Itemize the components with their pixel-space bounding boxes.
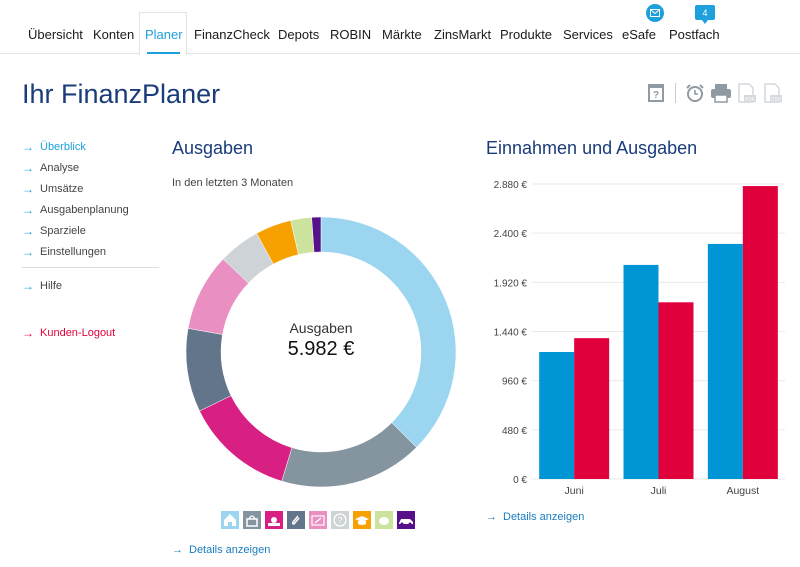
sidebar-item-label: Umsätze <box>40 182 84 195</box>
einnahmen-details-link[interactable]: → Details anzeigen <box>486 511 584 523</box>
sidebar: → Überblick → Analyse → Umsätze → Ausgabenpl… <box>22 136 159 343</box>
arrow-right-icon: → <box>486 511 497 523</box>
bar-ausgaben-august[interactable] <box>742 186 778 479</box>
einnahmen-ausgaben-bar-chart: 0 € 480 € 960 € 1.440 € 1.920 € 2.400 € 2.880 … <box>494 180 785 497</box>
sidebar-item-label: Analyse <box>40 161 80 174</box>
svg-text:PDF: PDF <box>745 97 755 103</box>
bar-einnahmen-august[interactable] <box>707 243 743 479</box>
nav-zinsmarkt[interactable]: ZinsMarkt <box>434 27 492 42</box>
sidebar-item-label: Hilfe <box>40 279 63 292</box>
page-title: Ihr FinanzPlaner <box>22 79 221 109</box>
sidebar-item-einstellungen[interactable]: → Einstellungen <box>22 241 159 262</box>
x-tick-label: Juli <box>651 485 667 497</box>
top-navigation: Übersicht Konten Planer FinanzCheck Depo… <box>0 0 800 55</box>
category-legend: ? <box>221 511 419 529</box>
nav-depots[interactable]: Depots <box>278 27 320 42</box>
nav-robin[interactable]: ROBIN <box>330 27 372 42</box>
sidebar-item-analyse[interactable]: → Analyse <box>22 157 159 178</box>
arrow-right-icon: → <box>22 278 34 293</box>
arrow-right-icon: → <box>22 139 34 154</box>
leisure-sun-icon[interactable] <box>265 511 283 529</box>
bar-einnahmen-juli[interactable] <box>623 264 659 479</box>
arrow-right-icon: → <box>22 244 34 259</box>
arrow-right-icon: → <box>22 181 34 196</box>
help-book-icon[interactable]: ? <box>645 82 667 104</box>
y-tick-label: 2.880 € <box>494 180 528 191</box>
svg-text:CSV: CSV <box>771 97 782 103</box>
sidebar-item-label: Einstellungen <box>40 245 107 258</box>
csv-file-icon[interactable]: CSV <box>762 82 784 104</box>
sidebar-item-label: Ausgabenplanung <box>40 203 129 216</box>
alarm-clock-icon[interactable] <box>684 82 706 104</box>
piggy-bank-icon[interactable] <box>375 511 393 529</box>
arrow-right-icon: → <box>22 325 34 340</box>
nav-produkte[interactable]: Produkte <box>500 27 553 42</box>
nav-postfach[interactable]: Postfach <box>669 27 720 42</box>
bar-einnahmen-juni[interactable] <box>539 351 575 479</box>
sidebar-item-label: Überblick <box>40 140 86 153</box>
nav-planer[interactable]: Planer <box>145 27 183 42</box>
donut-slice-freizeit[interactable] <box>199 395 293 482</box>
ausgaben-subtitle: In den letzten 3 Monaten <box>172 177 294 189</box>
sidebar-item-ausgabenplanung[interactable]: → Ausgabenplanung <box>22 199 159 220</box>
toolbar: ? PDF CSV <box>645 82 788 104</box>
arrow-right-icon: → <box>22 223 34 238</box>
y-tick-label: 960 € <box>502 377 527 388</box>
svg-text:?: ? <box>337 516 342 526</box>
shopping-basket-icon[interactable] <box>243 511 261 529</box>
bar-ausgaben-juni[interactable] <box>574 338 610 479</box>
sidebar-item-label: Sparziele <box>40 224 86 237</box>
sidebar-item-umsaetze[interactable]: → Umsätze <box>22 178 159 199</box>
logout-link[interactable]: → Kunden-Logout <box>22 322 159 343</box>
paperclip-icon[interactable] <box>287 511 305 529</box>
nav-maerkte[interactable]: Märkte <box>382 27 422 42</box>
nav-konten[interactable]: Konten <box>93 27 135 42</box>
donut-slice-wohnen[interactable] <box>320 216 457 448</box>
y-tick-label: 1.440 € <box>494 328 528 339</box>
car-icon[interactable] <box>397 511 415 529</box>
nav-finanzcheck[interactable]: FinanzCheck <box>194 27 270 42</box>
sidebar-item-sparziele[interactable]: → Sparziele <box>22 220 159 241</box>
y-tick-label: 480 € <box>502 426 527 437</box>
y-tick-label: 0 € <box>513 475 527 486</box>
details-label: Details anzeigen <box>189 544 271 556</box>
arrow-right-icon: → <box>22 202 34 217</box>
ausgaben-donut-chart <box>185 216 457 488</box>
home-icon[interactable] <box>221 511 239 529</box>
donut-slice-mobilität[interactable] <box>311 216 322 253</box>
y-tick-label: 2.400 € <box>494 229 528 240</box>
donut-center-value: 5.982 € <box>287 338 355 360</box>
bar-ausgaben-juli[interactable] <box>658 302 694 479</box>
y-tick-label: 1.920 € <box>494 278 528 289</box>
signature-icon[interactable] <box>309 511 327 529</box>
x-tick-label: Juni <box>565 485 584 497</box>
toolbar-divider <box>675 83 676 103</box>
education-cap-icon[interactable] <box>353 511 371 529</box>
ausgaben-details-link[interactable]: → Details anzeigen <box>172 544 270 556</box>
pdf-file-icon[interactable]: PDF <box>736 82 758 104</box>
nav-uebersicht[interactable]: Übersicht <box>28 27 83 42</box>
einnahmen-heading: Einnahmen und Ausgaben <box>486 138 698 158</box>
donut-slice-einkauf[interactable] <box>281 422 417 488</box>
arrow-right-icon: → <box>172 544 183 556</box>
donut-center-label: Ausgaben <box>289 320 353 336</box>
sidebar-divider <box>22 267 159 268</box>
sidebar-item-hilfe[interactable]: → Hilfe <box>22 275 159 296</box>
x-tick-label: August <box>726 485 759 497</box>
printer-icon[interactable] <box>710 82 732 104</box>
question-icon[interactable]: ? <box>331 511 349 529</box>
nav-esafe[interactable]: eSafe <box>622 27 656 42</box>
arrow-right-icon: → <box>22 160 34 175</box>
details-label: Details anzeigen <box>503 511 585 523</box>
donut-center: Ausgaben 5.982 € <box>221 320 421 361</box>
svg-text:?: ? <box>653 90 659 101</box>
postfach-count-badge[interactable]: 4 <box>695 5 715 24</box>
ausgaben-heading: Ausgaben <box>172 138 254 158</box>
logout-label: Kunden-Logout <box>40 326 116 339</box>
nav-services[interactable]: Services <box>563 27 613 42</box>
active-tab-indicator <box>139 12 187 55</box>
sidebar-item-ueberblick[interactable]: → Überblick <box>22 136 159 157</box>
envelope-icon[interactable] <box>646 4 664 22</box>
